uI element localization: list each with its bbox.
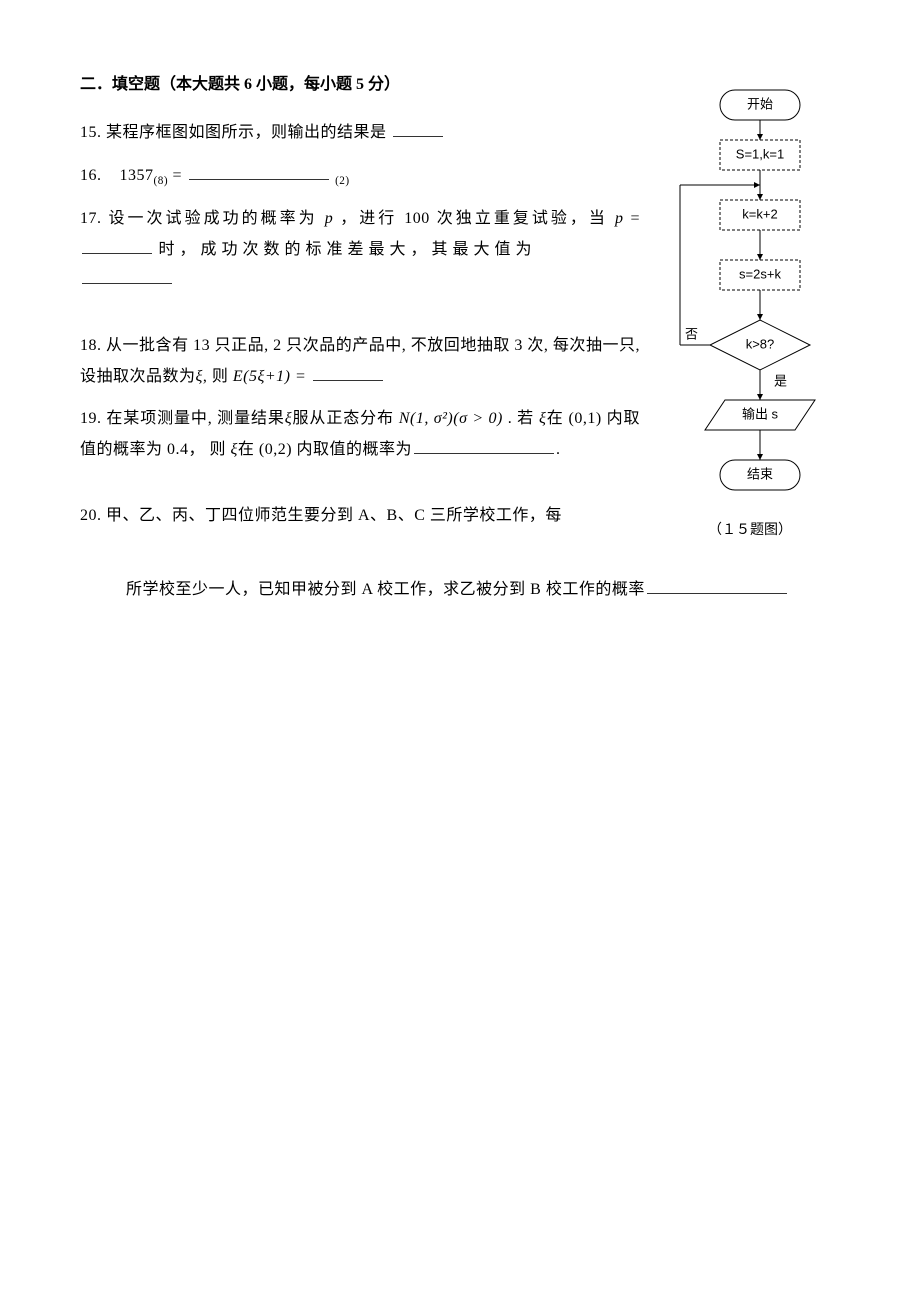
q16-number: 16. (80, 167, 102, 184)
q17-text-d: 时 ， 成 功 次 数 的 标 准 差 最 大 ， 其 最 大 值 为 (154, 241, 532, 258)
q16-eq: = (168, 167, 187, 184)
question-20-cont: 所学校至少一人，已知甲被分到 A 校工作，求乙被分到 B 校工作的概率 (126, 575, 840, 605)
q20-number: 20. (80, 507, 102, 524)
svg-text:结束: 结束 (747, 466, 773, 481)
q17-blank1 (82, 235, 152, 254)
question-20: 20. 甲、乙、丙、丁四位师范生要分到 A、B、C 三所学校工作，每 (80, 501, 640, 531)
questions-column: 二．填空题（本大题共 6 小题，每小题 5 分） 15. 某程序框图如图所示，则… (80, 70, 640, 545)
q17-number: 17. (80, 210, 102, 227)
q19-text-f: . (556, 441, 561, 458)
q15-text: 某程序框图如图所示，则输出的结果是 (106, 124, 387, 141)
q18-blank (313, 362, 383, 381)
q17-text-b: ，进行 100 次独立重复试验，当 (333, 210, 615, 227)
svg-text:s=2s+k: s=2s+k (739, 266, 781, 281)
q19-N: N(1, σ²)(σ > 0) (399, 410, 503, 427)
flowchart-diagram: 开始 S=1,k=1 k=k+2 s=2s+k k>8? 输出 s 结束 是 否 (660, 70, 840, 510)
q19-text-c: . 若 (503, 410, 539, 427)
q17-blank2 (82, 265, 172, 284)
q20-text-a: 甲、乙、丙、丁四位师范生要分到 A、B、C 三所学校工作，每 (106, 507, 562, 524)
q19-xi3: ξ (231, 441, 238, 458)
q16-base: 1357 (120, 167, 154, 184)
question-19: 19. 在某项测量中, 测量结果ξ服从正态分布 N(1, σ²)(σ > 0) … (80, 404, 640, 465)
section-heading: 二．填空题（本大题共 6 小题，每小题 5 分） (80, 70, 640, 100)
q16-blank (189, 161, 329, 180)
q19-text-a: 在某项测量中, 测量结果 (106, 410, 284, 427)
flowchart-caption: （１５题图） (708, 518, 792, 545)
svg-text:k=k+2: k=k+2 (742, 206, 777, 221)
svg-text:否: 否 (685, 326, 698, 341)
q19-number: 19. (80, 410, 102, 427)
q17-var-p: p (325, 210, 334, 227)
svg-text:S=1,k=1: S=1,k=1 (736, 146, 784, 161)
question-18: 18. 从一批含有 13 只正品, 2 只次品的产品中, 不放回地抽取 3 次,… (80, 331, 640, 392)
q18-number: 18. (80, 337, 102, 354)
svg-text:k>8?: k>8? (746, 336, 775, 351)
q20-blank (647, 575, 787, 594)
q19-text-e: 在 (0,2) 内取值的概率为 (238, 441, 412, 458)
q18-expr: E(5ξ+1) = (233, 368, 311, 385)
q20-text-b: 所学校至少一人，已知甲被分到 A 校工作，求乙被分到 B 校工作的概率 (126, 581, 645, 598)
question-15: 15. 某程序框图如图所示，则输出的结果是 (80, 118, 640, 148)
q18-text-b: , 则 (203, 368, 233, 385)
flowchart-column: 开始 S=1,k=1 k=k+2 s=2s+k k>8? 输出 s 结束 是 否 （１５题图） (660, 70, 840, 545)
q16-sub2: (2) (335, 175, 350, 187)
q17-eq: = (623, 210, 640, 227)
svg-text:开始: 开始 (747, 96, 773, 111)
page-root: 二．填空题（本大题共 6 小题，每小题 5 分） 15. 某程序框图如图所示，则… (80, 70, 840, 545)
q15-blank (393, 119, 443, 138)
question-17: 17. 设一次试验成功的概率为 p ，进行 100 次独立重复试验，当 p = … (80, 204, 640, 295)
question-16: 16. 1357(8) = (2) (80, 161, 640, 192)
q19-text-b: 服从正态分布 (292, 410, 399, 427)
q19-blank (414, 435, 554, 454)
q18-xi: ξ (196, 368, 203, 385)
q16-sub1: (8) (154, 175, 169, 187)
q17-text-a: 设一次试验成功的概率为 (109, 210, 325, 227)
q15-number: 15. (80, 124, 102, 141)
svg-text:是: 是 (774, 373, 787, 388)
svg-text:输出 s: 输出 s (742, 406, 779, 421)
